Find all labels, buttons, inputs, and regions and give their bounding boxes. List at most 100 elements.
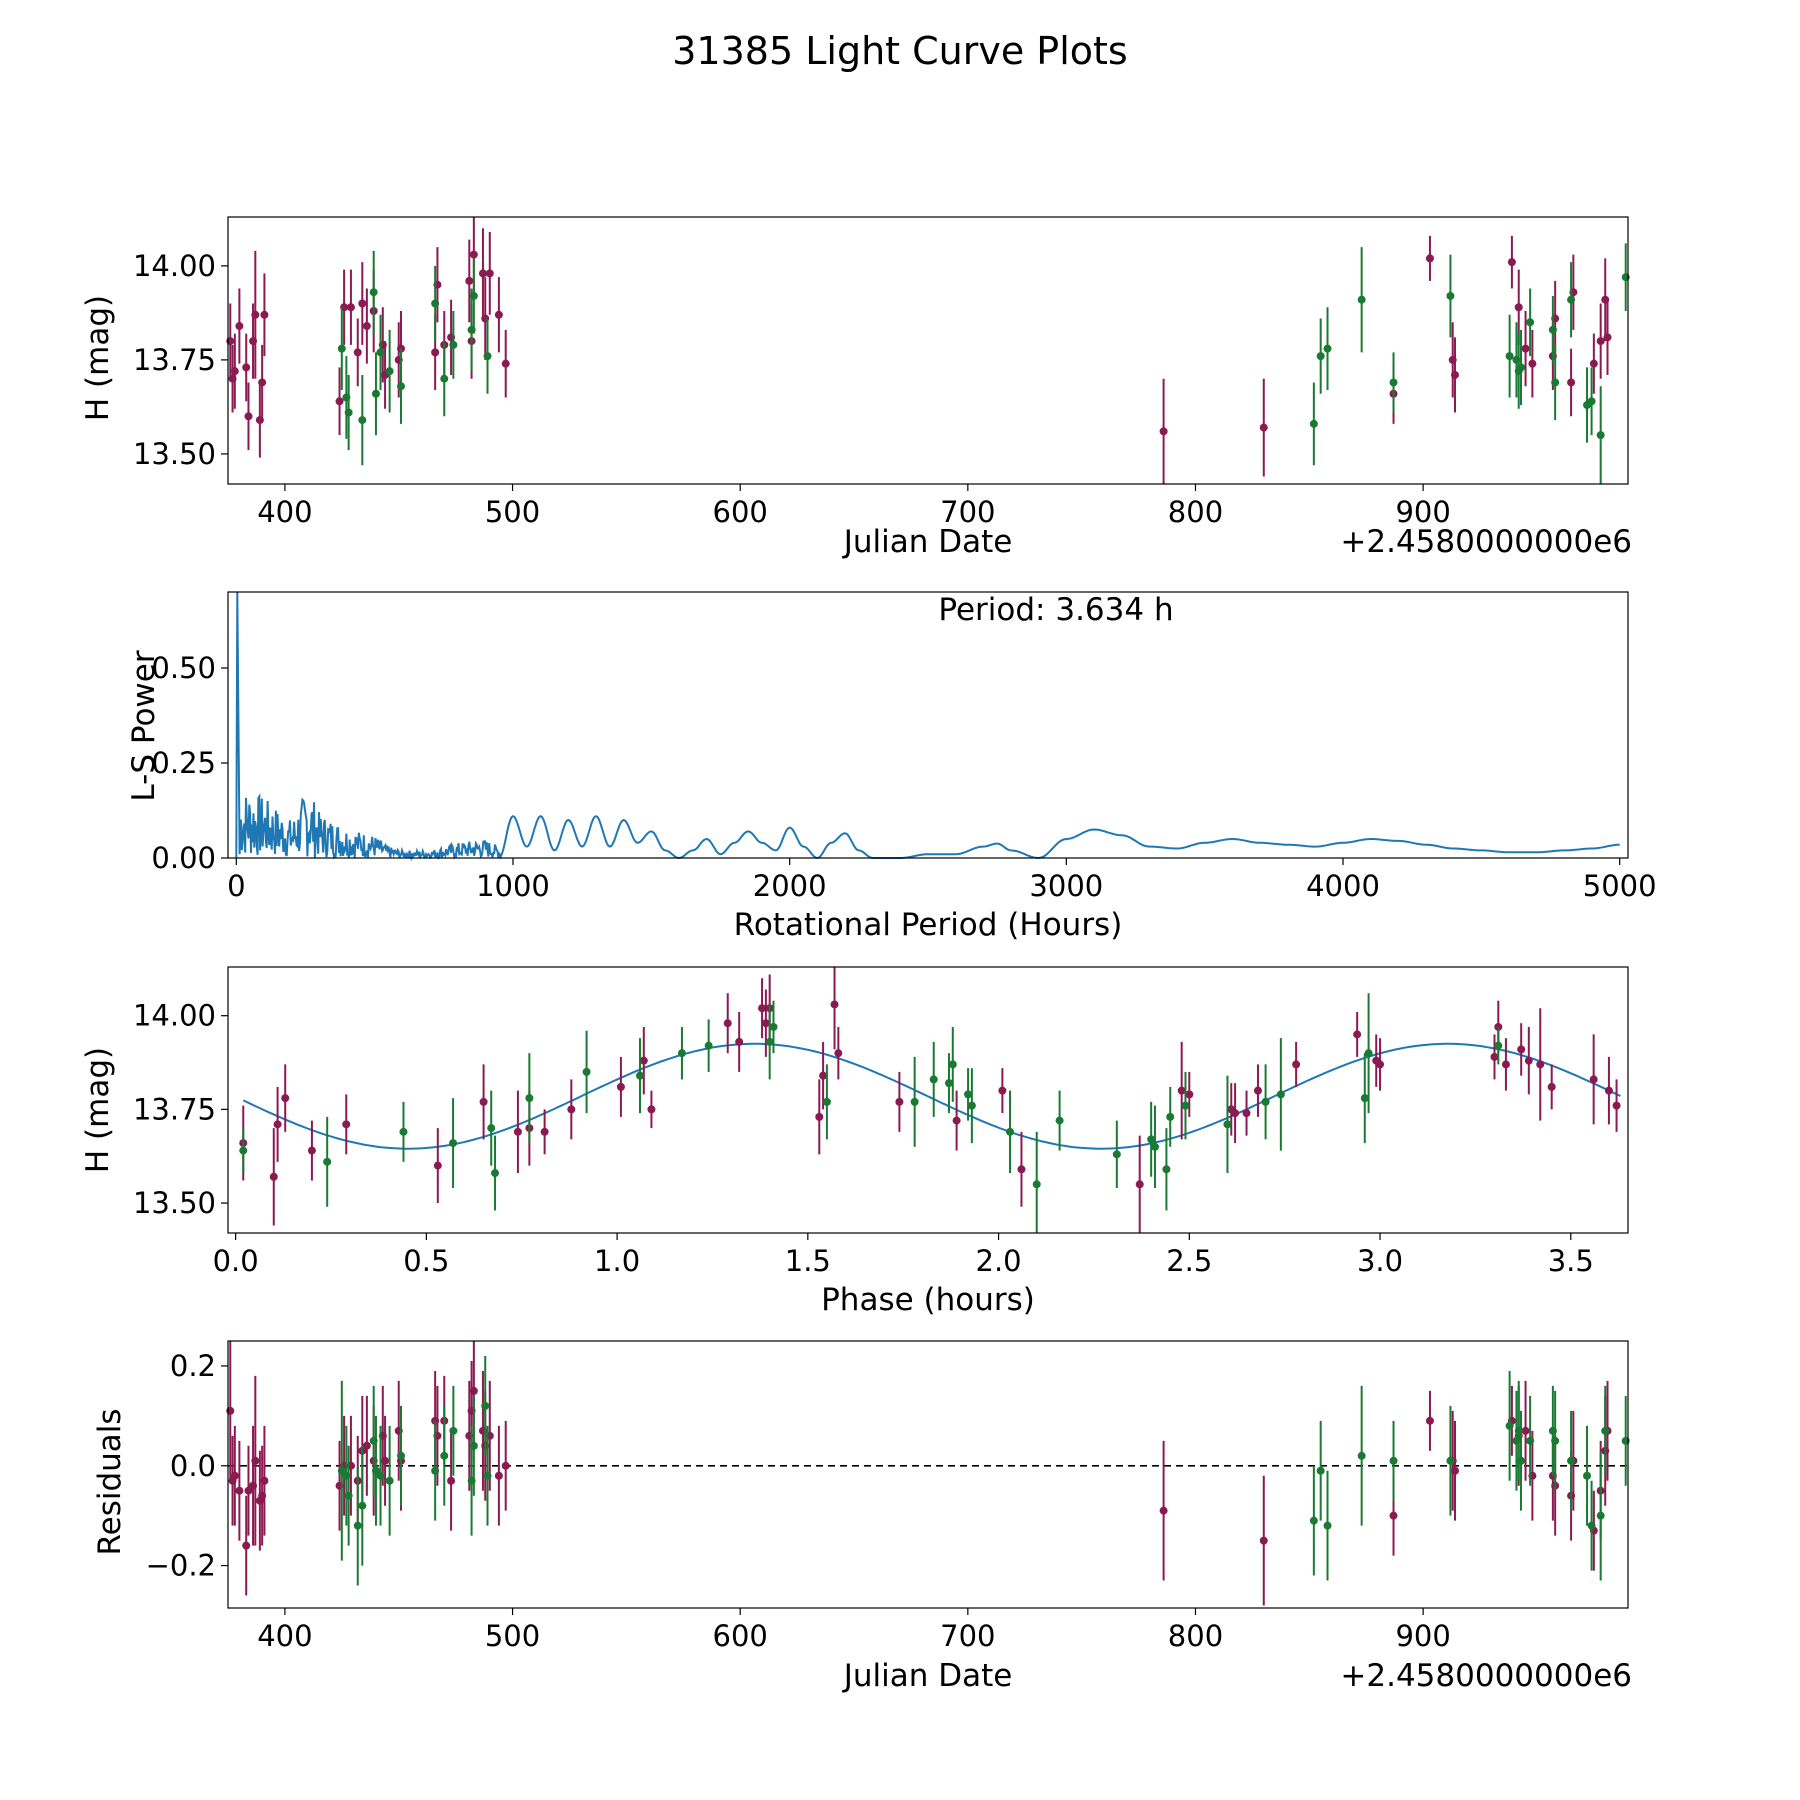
periodogram-xlabel: Rotational Period (Hours)	[734, 907, 1123, 943]
res-point-green	[431, 1466, 440, 1475]
phase-point-magenta	[1292, 1060, 1301, 1069]
phase-point-magenta	[639, 1056, 648, 1065]
phase-point-green	[1223, 1120, 1232, 1129]
phase-point-magenta	[761, 1019, 770, 1028]
phase-model-curve	[242, 1042, 1621, 1150]
phase-point-magenta	[735, 1037, 744, 1046]
period-annotation: Period: 3.634 h	[938, 592, 1173, 628]
lc-ytick-label: 13.75	[133, 343, 216, 377]
lc-point-magenta	[1589, 359, 1598, 368]
phase-xtick-label: 2.0	[976, 1244, 1022, 1278]
res-point-green	[1357, 1451, 1366, 1460]
res-point-magenta	[230, 1471, 239, 1480]
ls-xtick-label: 4000	[1306, 869, 1380, 903]
phase-point-green	[1006, 1127, 1015, 1136]
res-ytick-label: −0.2	[146, 1549, 216, 1583]
phase-point-magenta	[1501, 1060, 1510, 1069]
phase-point-magenta	[1376, 1060, 1385, 1069]
phase-xtick-label: 0.0	[213, 1244, 259, 1278]
phase-point-green	[1147, 1135, 1156, 1144]
lc-point-green	[344, 408, 353, 417]
ls-xtick-label: 2000	[753, 869, 827, 903]
phase-point-magenta	[1490, 1052, 1499, 1061]
residuals-xlabel: Julian Date	[842, 1658, 1013, 1694]
lc-point-magenta	[1528, 359, 1537, 368]
lc-point-magenta	[244, 412, 253, 421]
res-point-magenta	[362, 1441, 371, 1450]
lc-point-green	[1551, 378, 1560, 387]
phase-point-green	[1276, 1090, 1285, 1099]
res-point-green	[440, 1451, 449, 1460]
phase-point-magenta	[307, 1146, 316, 1155]
ls-xtick-label: 0	[227, 869, 245, 903]
phase-point-magenta	[1517, 1045, 1526, 1054]
res-point-green	[1526, 1436, 1535, 1445]
lc-point-magenta	[1159, 427, 1168, 436]
periodogram-line	[235, 591, 1620, 862]
phase-point-magenta	[758, 1004, 767, 1013]
res-point-green	[397, 1451, 406, 1460]
phase-point-green	[1181, 1101, 1190, 1110]
phase-ytick-label: 14.00	[133, 999, 216, 1033]
res-xtick-label: 800	[1168, 1619, 1223, 1653]
phase-point-magenta	[616, 1082, 625, 1091]
lc-point-magenta	[465, 276, 474, 285]
lc-point-magenta	[1425, 254, 1434, 263]
phase-point-green	[582, 1067, 591, 1076]
phase-ytick-label: 13.75	[133, 1092, 216, 1126]
lc-point-green	[1596, 431, 1605, 440]
lc-point-magenta	[494, 310, 503, 319]
lc-ytick-label: 13.50	[133, 437, 216, 471]
phase-point-magenta	[1604, 1086, 1613, 1095]
light-curve-ylabel: H (mag)	[80, 295, 116, 421]
lc-point-magenta	[1521, 344, 1530, 353]
phase-point-magenta	[1524, 1056, 1533, 1065]
res-point-magenta	[251, 1456, 260, 1465]
phase-point-magenta	[1177, 1086, 1186, 1095]
lc-xtick-label: 900	[1395, 495, 1450, 529]
phase-ytick-label: 13.50	[133, 1186, 216, 1220]
phase-point-magenta	[540, 1127, 549, 1136]
lc-point-magenta	[242, 363, 251, 372]
phase-point-magenta	[281, 1094, 290, 1103]
lc-point-green	[1323, 344, 1332, 353]
phase-point-magenta	[819, 1071, 828, 1080]
phase-point-magenta	[513, 1127, 522, 1136]
lc-point-green	[1526, 318, 1535, 327]
lc-point-green	[397, 382, 406, 391]
res-point-magenta	[381, 1456, 390, 1465]
lc-point-magenta	[362, 322, 371, 331]
phase-point-green	[822, 1097, 831, 1106]
phase-point-green	[1364, 1049, 1373, 1058]
lc-point-green	[469, 291, 478, 300]
res-point-green	[483, 1471, 492, 1480]
res-point-green	[469, 1441, 478, 1450]
phase-point-magenta	[567, 1105, 576, 1114]
residuals-panel: Julian Date Residuals +2.4580000000e6 40…	[92, 1340, 1632, 1694]
lc-point-green	[376, 348, 385, 357]
lc-point-magenta	[346, 303, 355, 312]
res-point-green	[1316, 1466, 1325, 1475]
phase-point-green	[525, 1094, 534, 1103]
lc-point-green	[1316, 352, 1325, 361]
res-point-green	[344, 1491, 353, 1500]
ls-ytick-label: 0.00	[151, 841, 216, 875]
phase-xtick-label: 0.5	[403, 1244, 449, 1278]
res-point-green	[1551, 1436, 1560, 1445]
phase-point-magenta	[1547, 1082, 1556, 1091]
res-point-magenta	[242, 1541, 251, 1550]
lc-point-green	[1548, 325, 1557, 334]
res-point-green	[353, 1521, 362, 1530]
ls-xtick-label: 5000	[1583, 869, 1657, 903]
phase-point-green	[929, 1075, 938, 1084]
lc-xtick-label: 600	[713, 495, 768, 529]
lc-point-green	[483, 352, 492, 361]
lc-point-green	[1567, 295, 1576, 304]
res-ytick-label: 0.2	[170, 1349, 216, 1383]
phase-plot-frame	[227, 966, 1629, 1234]
res-point-green	[481, 1401, 490, 1410]
res-point-green	[358, 1501, 367, 1510]
ls-xtick-label: 3000	[1029, 869, 1103, 903]
phase-point-green	[769, 1022, 778, 1031]
res-point-green	[376, 1471, 385, 1480]
